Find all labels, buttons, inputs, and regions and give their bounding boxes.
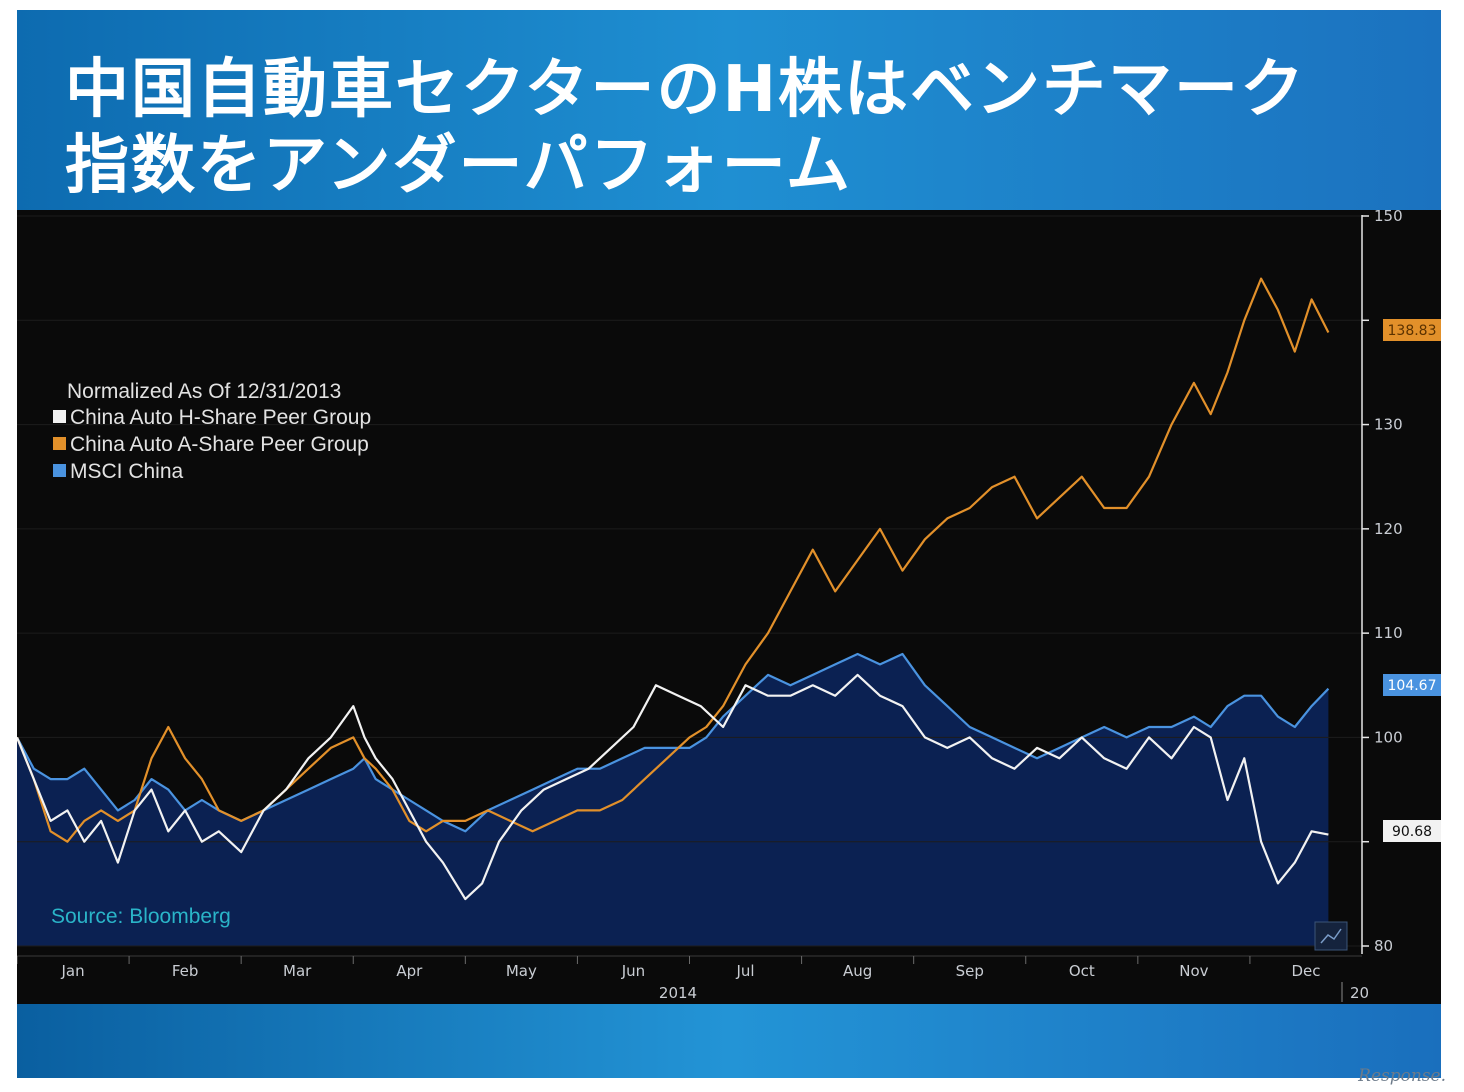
x-tick-label-jun: Jun	[621, 962, 645, 980]
x-tick-label-nov: Nov	[1179, 962, 1208, 980]
x-axis-ticks: Jan Feb Mar Apr May Jun Jul Aug Sep Oct Nov Dec	[17, 956, 1320, 980]
legend-label-msci: MSCI China	[70, 460, 184, 483]
y-tick-label: 150	[1374, 207, 1403, 225]
legend-swatch-a-share	[53, 437, 66, 450]
y-tick-label: 120	[1374, 520, 1403, 538]
x-tick-label-mar: Mar	[283, 962, 312, 980]
y-tick-label: 130	[1374, 416, 1403, 434]
series-line-a-share	[17, 277, 1330, 843]
watermark: Response.	[1358, 1066, 1446, 1086]
end-label-msci-text: 104.67	[1388, 678, 1437, 694]
y-axis-ticks: 80 100 110 120 130 150	[1362, 207, 1403, 955]
x-tick-label-oct: Oct	[1069, 962, 1095, 980]
end-label-h-share-text: 90.68	[1392, 824, 1432, 840]
x-tick-label-jan: Jan	[60, 962, 84, 980]
end-label-msci: 104.67	[1383, 674, 1441, 696]
slide-title-line-2: 指数をアンダーパフォーム	[65, 129, 852, 203]
end-label-a-share-box	[1383, 319, 1441, 341]
legend-swatch-h-share	[53, 410, 66, 423]
bottom-band	[17, 1004, 1441, 1078]
series-line-msci	[17, 652, 1330, 833]
bloomberg-chart: 80 100 110 120 130 150 Jan Feb Mar Apr May Jun Jul A…	[17, 207, 1441, 1004]
x-tick-label-dec: Dec	[1291, 962, 1320, 980]
title-band: 中国自動車セクターのH株はベンチマーク 指数をアンダーパフォーム	[17, 10, 1441, 210]
legend: Normalized As Of 12/31/2013 China Auto H…	[53, 380, 371, 483]
y-tick-label: 100	[1374, 728, 1403, 746]
y-gridlines	[17, 215, 1362, 947]
x-tick-label-apr: Apr	[396, 962, 423, 980]
end-label-h-share-box	[1383, 820, 1441, 842]
legend-label-a-share: China Auto A-Share Peer Group	[70, 433, 369, 456]
source-note: Source: Bloomberg	[51, 905, 231, 928]
x-axis-year-label: 2014	[659, 984, 697, 1002]
chart-type-icon[interactable]	[1314, 921, 1348, 951]
x-tick-label-may: May	[506, 962, 537, 980]
legend-swatch-msci	[53, 464, 66, 477]
end-label-a-share: 138.83	[1383, 319, 1441, 341]
end-label-a-share-text: 138.83	[1388, 323, 1437, 339]
end-label-h-share: 90.68	[1383, 820, 1441, 842]
x-tick-label-aug: Aug	[843, 962, 872, 980]
x-tick-label-sep: Sep	[956, 962, 984, 980]
legend-title: Normalized As Of 12/31/2013	[67, 380, 341, 403]
x-tick-label-feb: Feb	[172, 962, 199, 980]
y-tick-label: 110	[1374, 624, 1403, 642]
slide: 中国自動車セクターのH株はベンチマーク 指数をアンダーパフォーム 80 100 11…	[17, 10, 1441, 1078]
end-label-msci-box	[1383, 674, 1441, 696]
legend-label-h-share: China Auto H-Share Peer Group	[70, 406, 371, 429]
slide-title-line-1: 中国自動車セクターのH株はベンチマーク	[65, 53, 1307, 127]
x-axis-next-year-label: 20	[1350, 984, 1369, 1002]
x-tick-label-jul: Jul	[735, 962, 754, 980]
series-lines	[17, 277, 1330, 901]
msci-area-fill-layer	[17, 654, 1329, 946]
msci-area-fill	[17, 654, 1329, 946]
series-line-h-share	[17, 673, 1329, 901]
y-tick-label: 80	[1374, 937, 1393, 955]
